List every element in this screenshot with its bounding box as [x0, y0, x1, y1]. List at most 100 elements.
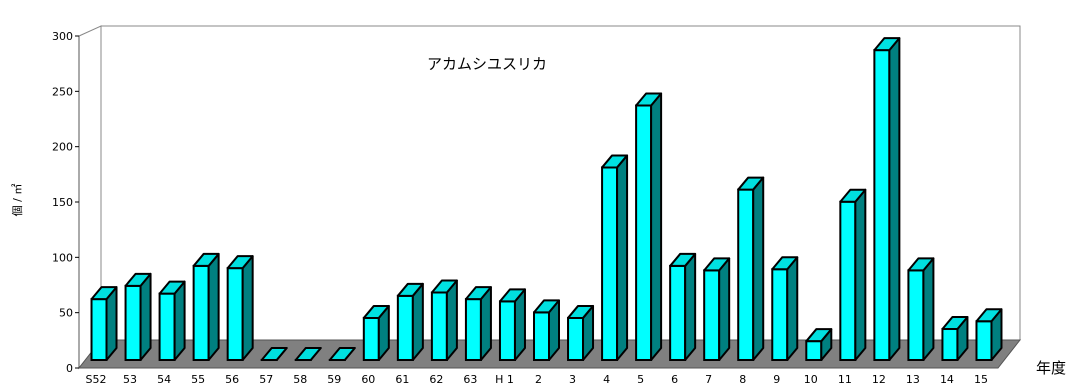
bar: [873, 37, 901, 362]
bar-front: [975, 320, 993, 361]
bar-top: [601, 154, 629, 169]
x-tick-label: 61: [395, 373, 409, 386]
bar: [260, 347, 288, 362]
bar-top: [703, 257, 731, 272]
y-tick-label: 0: [66, 362, 73, 375]
bar-front: [124, 284, 142, 361]
bar-side: [445, 279, 458, 361]
x-tick-label: 14: [940, 373, 954, 386]
bar: [567, 304, 595, 361]
bar: [294, 347, 322, 362]
bar-front: [90, 298, 108, 361]
x-tick-label: 63: [463, 373, 477, 386]
bar-front: [873, 49, 891, 362]
y-axis: 0 50 100 150 200 250 300: [52, 30, 79, 375]
bar: [396, 282, 424, 361]
bar: [533, 299, 560, 361]
y-tick-label: 250: [52, 85, 73, 98]
bar: [601, 154, 629, 361]
bar-top: [907, 257, 935, 272]
x-tick-label: 12: [872, 373, 886, 386]
x-tick-label: 4: [603, 373, 610, 386]
x-tick-label: 55: [191, 373, 205, 386]
bar-side: [650, 92, 663, 361]
x-axis-label: 年度: [1036, 359, 1066, 377]
bar-top: [941, 316, 969, 331]
bar-front: [192, 264, 210, 361]
bar-front: [737, 188, 755, 361]
bar-top: [635, 92, 663, 107]
bar-side: [854, 188, 867, 361]
y-tick-label: 100: [52, 251, 73, 264]
bar: [975, 308, 1003, 361]
bar-top: [498, 288, 526, 303]
bar: [90, 286, 118, 361]
bar-front: [464, 298, 482, 361]
x-tick-label: 59: [327, 373, 341, 386]
bar-front: [396, 294, 414, 361]
x-tick-label: H 1: [495, 373, 514, 386]
x-tick-label: 8: [739, 373, 746, 386]
x-tick-label: 2: [535, 373, 542, 386]
bar-front: [226, 267, 244, 361]
bar-top: [192, 252, 220, 267]
bar-front: [669, 264, 687, 361]
bar: [498, 288, 526, 362]
bar-top: [669, 252, 697, 267]
bar: [737, 176, 765, 361]
y-axis-label: 個 / ㎡: [11, 184, 24, 217]
x-tick-label: 62: [429, 373, 443, 386]
y-tick-label: 300: [52, 30, 73, 43]
bar: [226, 255, 254, 361]
bar-top: [294, 347, 322, 361]
x-tick-label: 57: [259, 373, 273, 386]
y-tick-label: 150: [52, 196, 73, 209]
y-tick-label: 200: [52, 141, 73, 154]
bar-top: [873, 37, 901, 52]
bar-top: [124, 272, 152, 287]
bar: [907, 257, 935, 361]
bar-front: [362, 316, 380, 361]
bar: [362, 304, 390, 361]
bar: [464, 286, 492, 361]
x-tick-label: 54: [157, 373, 171, 386]
x-tick-label: 58: [293, 373, 307, 386]
x-tick-label: 10: [804, 373, 818, 386]
bar: [669, 252, 697, 361]
x-tick-label: 11: [838, 373, 852, 386]
x-tick-label: 9: [773, 373, 780, 386]
bar: [635, 92, 663, 362]
bar-top: [158, 280, 186, 295]
x-tick-label: 53: [123, 373, 137, 386]
x-tick-label: 56: [225, 373, 239, 386]
bar-top: [567, 304, 595, 319]
bars: [90, 37, 1003, 362]
bar-front: [941, 328, 959, 362]
bar: [192, 252, 220, 361]
bar-top: [430, 279, 458, 294]
x-tick-label: 3: [569, 373, 576, 386]
bar-front: [839, 200, 857, 361]
y-tick-label: 50: [59, 307, 73, 320]
bar-front: [601, 166, 619, 361]
bar: [328, 347, 356, 362]
bar-top: [362, 304, 390, 319]
bar-side: [922, 257, 935, 361]
x-tick-label: 5: [637, 373, 644, 386]
bar-top: [805, 328, 833, 343]
bar-top: [533, 299, 560, 314]
bar-side: [139, 272, 152, 361]
bar-front: [635, 104, 653, 362]
x-tick-label: 15: [974, 373, 988, 386]
bar-front: [533, 311, 550, 361]
x-tick-label: S52: [86, 373, 107, 386]
bar-front: [805, 340, 823, 362]
bar-top: [839, 188, 867, 203]
bar-top: [464, 286, 492, 301]
bar-top: [396, 282, 424, 297]
bar: [703, 257, 731, 361]
bar-top: [328, 347, 356, 361]
bar-side: [241, 255, 254, 361]
x-tick-label: 60: [361, 373, 375, 386]
